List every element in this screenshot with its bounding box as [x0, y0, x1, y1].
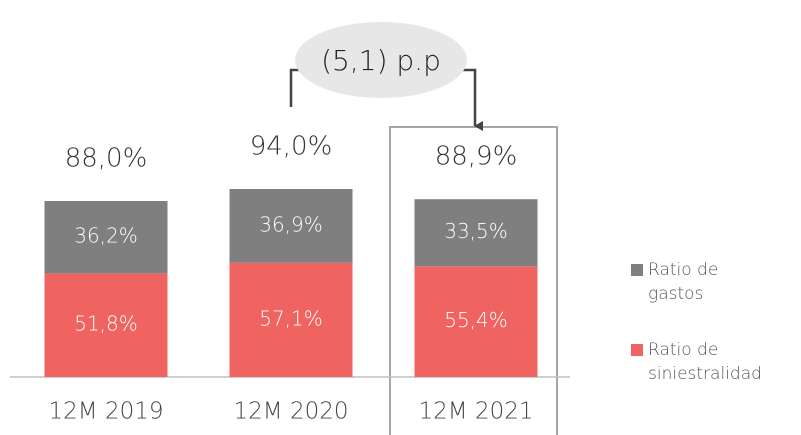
value-label: 51,8% [74, 312, 138, 336]
bracket-arrow [461, 68, 483, 131]
annotation-bubble [295, 22, 467, 98]
total-label: 88,0% [65, 144, 148, 174]
x-tick-label: 12M 2019 [49, 399, 164, 425]
annotation: (5,1) p.p [321, 44, 441, 77]
bar-segment [44, 201, 168, 274]
value-label: 55,4% [444, 308, 508, 332]
value-label: 57,1% [259, 306, 323, 330]
legend-swatch [631, 264, 643, 276]
x-tick-label: 12M 2020 [234, 399, 349, 425]
legend-label: Ratio de gastos [648, 260, 719, 304]
total-label: 88,9% [435, 142, 518, 172]
value-label: 36,9% [259, 212, 323, 236]
bar-segment [414, 266, 538, 377]
legend-item: Ratio de gastos [631, 258, 791, 306]
bar-segment [44, 273, 168, 377]
value-label: 33,5% [444, 219, 508, 243]
x-tick-label: 12M 2021 [419, 399, 534, 425]
legend-swatch [631, 344, 643, 356]
bracket-left [289, 68, 301, 107]
legend-item: Ratio de siniestralidad [631, 338, 791, 386]
bar-segment [229, 189, 353, 263]
bar-segment [414, 199, 538, 267]
legend-label: Ratio de siniestralidad [648, 340, 762, 384]
total-label: 94,0% [250, 132, 333, 162]
highlight-box [389, 126, 558, 435]
value-label: 36,2% [74, 224, 138, 248]
bar-segment [229, 262, 353, 377]
